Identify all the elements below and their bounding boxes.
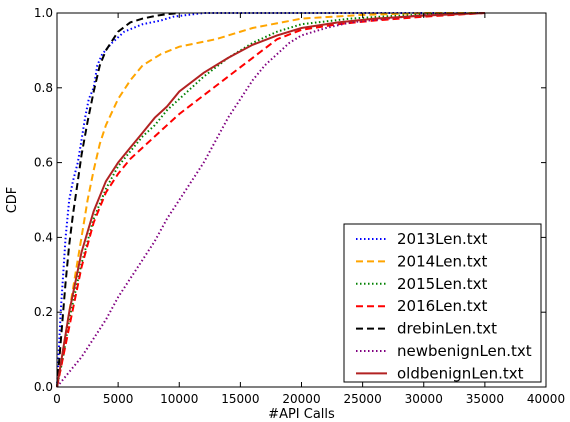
legend-label: 2015Len.txt (397, 275, 488, 293)
legend-label: 2016Len.txt (397, 297, 488, 315)
x-tick-label: 0 (53, 392, 61, 406)
legend: 2013Len.txt 2014Len.txt 2015Len.txt 2016Len… (343, 223, 542, 383)
x-tick-label: 5000 (103, 392, 134, 406)
y-axis-label: CDF (5, 187, 20, 214)
legend-box (343, 223, 542, 383)
series-line-2016len (56, 12, 485, 388)
series-line-drebinlen (56, 12, 180, 388)
y-tick-label: 0.6 (34, 156, 53, 170)
legend-label: oldbenignLen.txt (397, 364, 524, 382)
legend-label: 2014Len.txt (397, 252, 488, 270)
plot-lines (56, 12, 485, 388)
axis-ticks: 0 5000 10000 15000 20000 25000 30000 35000 40000… (34, 6, 565, 406)
x-tick-label: 10000 (160, 392, 198, 406)
series-line-2015len (56, 12, 485, 388)
x-tick-label: 15000 (221, 392, 259, 406)
legend-label: drebinLen.txt (397, 320, 497, 338)
y-tick-label: 0.2 (34, 305, 53, 319)
series-line-newbenignlen (56, 12, 485, 388)
x-tick-label: 35000 (466, 392, 504, 406)
y-tick-label: 1.0 (34, 6, 53, 20)
series-line-oldbenignlen (56, 12, 485, 388)
legend-label: newbenignLen.txt (397, 342, 532, 360)
x-tick-label: 40000 (527, 392, 565, 406)
x-axis-label: #API Calls (268, 407, 335, 422)
x-tick-label: 25000 (344, 392, 382, 406)
y-tick-label: 0.8 (34, 81, 53, 95)
x-tick-label: 30000 (405, 392, 443, 406)
y-tick-label: 0.4 (34, 230, 53, 244)
x-tick-label: 20000 (282, 392, 320, 406)
y-tick-label: 0.0 (34, 380, 53, 394)
legend-label: 2013Len.txt (397, 230, 488, 248)
series-line-2014len (56, 12, 485, 388)
